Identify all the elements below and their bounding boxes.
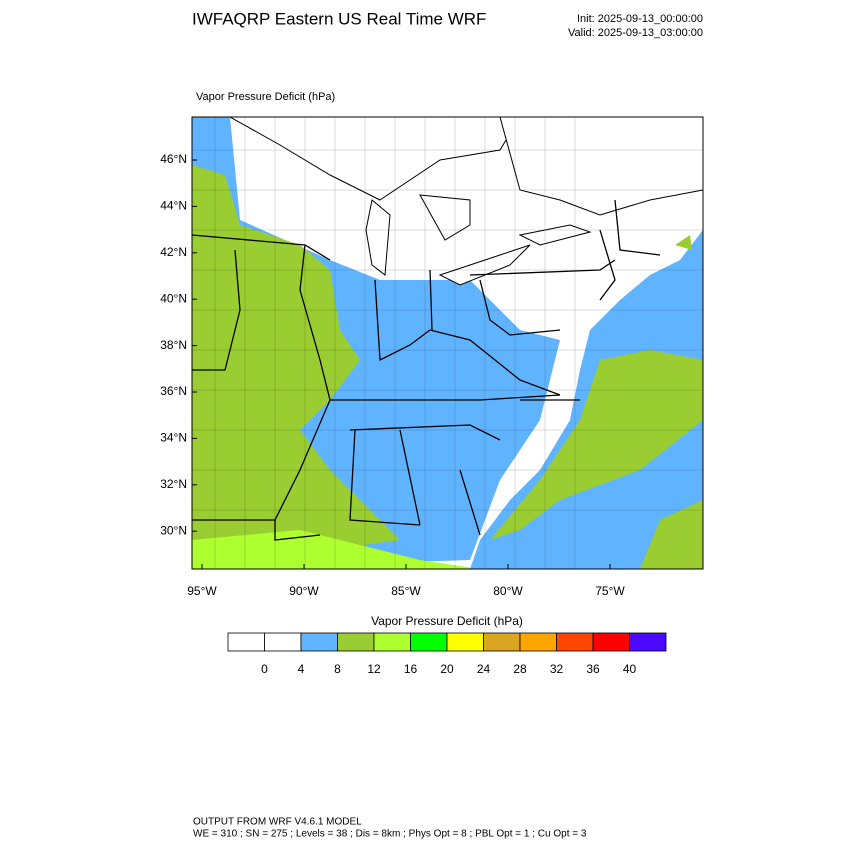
lat-label: 38°N (160, 338, 187, 352)
colorbar-label: 16 (404, 662, 418, 676)
lon-label: 75°W (595, 584, 625, 598)
colorbar-label: 0 (261, 662, 268, 676)
lat-label: 34°N (160, 431, 187, 445)
colorbar: 0 4 8 12 16 20 24 28 32 36 40 (227, 632, 667, 676)
lat-label: 32°N (160, 477, 187, 491)
colorbar-box (519, 632, 557, 652)
footer-line: WE = 310 ; SN = 275 ; Levels = 38 ; Dis … (193, 829, 587, 840)
colorbar-title: Vapor Pressure Deficit (hPa) (371, 614, 523, 628)
lat-label: 46°N (160, 152, 187, 166)
colorbar-label: 32 (550, 662, 564, 676)
colorbar-label: 8 (334, 662, 341, 676)
lat-label: 36°N (160, 384, 187, 398)
colorbar-label: 24 (477, 662, 491, 676)
colorbar-box (264, 632, 302, 652)
map-label: Vapor Pressure Deficit (hPa) (196, 91, 335, 103)
lon-label: 90°W (289, 584, 319, 598)
lat-label: 44°N (160, 199, 187, 213)
title: IWFAQRP Eastern US Real Time WRF (192, 9, 486, 28)
lon-label: 85°W (391, 584, 421, 598)
lon-label: 80°W (493, 584, 523, 598)
colorbar-label: 40 (623, 662, 637, 676)
colorbar-box (446, 632, 484, 652)
colorbar-box (227, 632, 265, 652)
init-time: Init: 2025-09-13_00:00:00 (577, 13, 703, 25)
colorbar-box (337, 632, 375, 652)
colorbar-box (629, 632, 667, 652)
colorbar-box (556, 632, 594, 652)
footer-line: OUTPUT FROM WRF V4.6.1 MODEL (193, 817, 362, 828)
colorbar-box (373, 632, 411, 652)
colorbar-box (410, 632, 448, 652)
map (191, 116, 704, 570)
lat-label: 42°N (160, 245, 187, 259)
colorbar-label: 4 (298, 662, 305, 676)
colorbar-label: 28 (513, 662, 527, 676)
valid-time: Valid: 2025-09-13_03:00:00 (568, 27, 703, 39)
colorbar-box (300, 632, 338, 652)
colorbar-label: 12 (367, 662, 381, 676)
lat-label: 40°N (160, 291, 187, 305)
colorbar-box (592, 632, 630, 652)
colorbar-label: 36 (586, 662, 600, 676)
colorbar-box (483, 632, 521, 652)
lon-label: 95°W (187, 584, 217, 598)
lat-label: 30°N (160, 523, 187, 537)
colorbar-label: 20 (440, 662, 454, 676)
